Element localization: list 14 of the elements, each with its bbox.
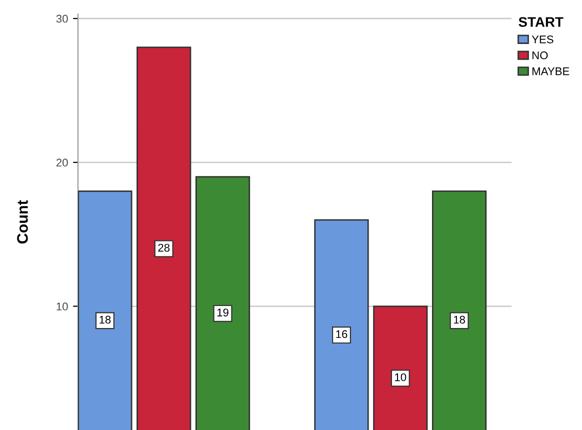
data-label: 28 — [158, 244, 170, 252]
legend-label: MAYBE — [532, 67, 570, 76]
y-tick-label: 30 — [56, 14, 68, 23]
legend-label: YES — [532, 35, 554, 44]
data-label: 10 — [395, 373, 406, 382]
data-label: 19 — [217, 308, 228, 316]
legend-label: NO — [532, 51, 548, 60]
data-label: 18 — [454, 316, 465, 324]
y-axis-title: Count — [17, 200, 28, 244]
legend-title: START — [518, 17, 564, 27]
y-tick-label: 20 — [56, 158, 68, 167]
data-label: 18 — [100, 316, 111, 324]
y-tick-label: 10 — [56, 302, 68, 310]
data-label: 16 — [336, 330, 348, 338]
